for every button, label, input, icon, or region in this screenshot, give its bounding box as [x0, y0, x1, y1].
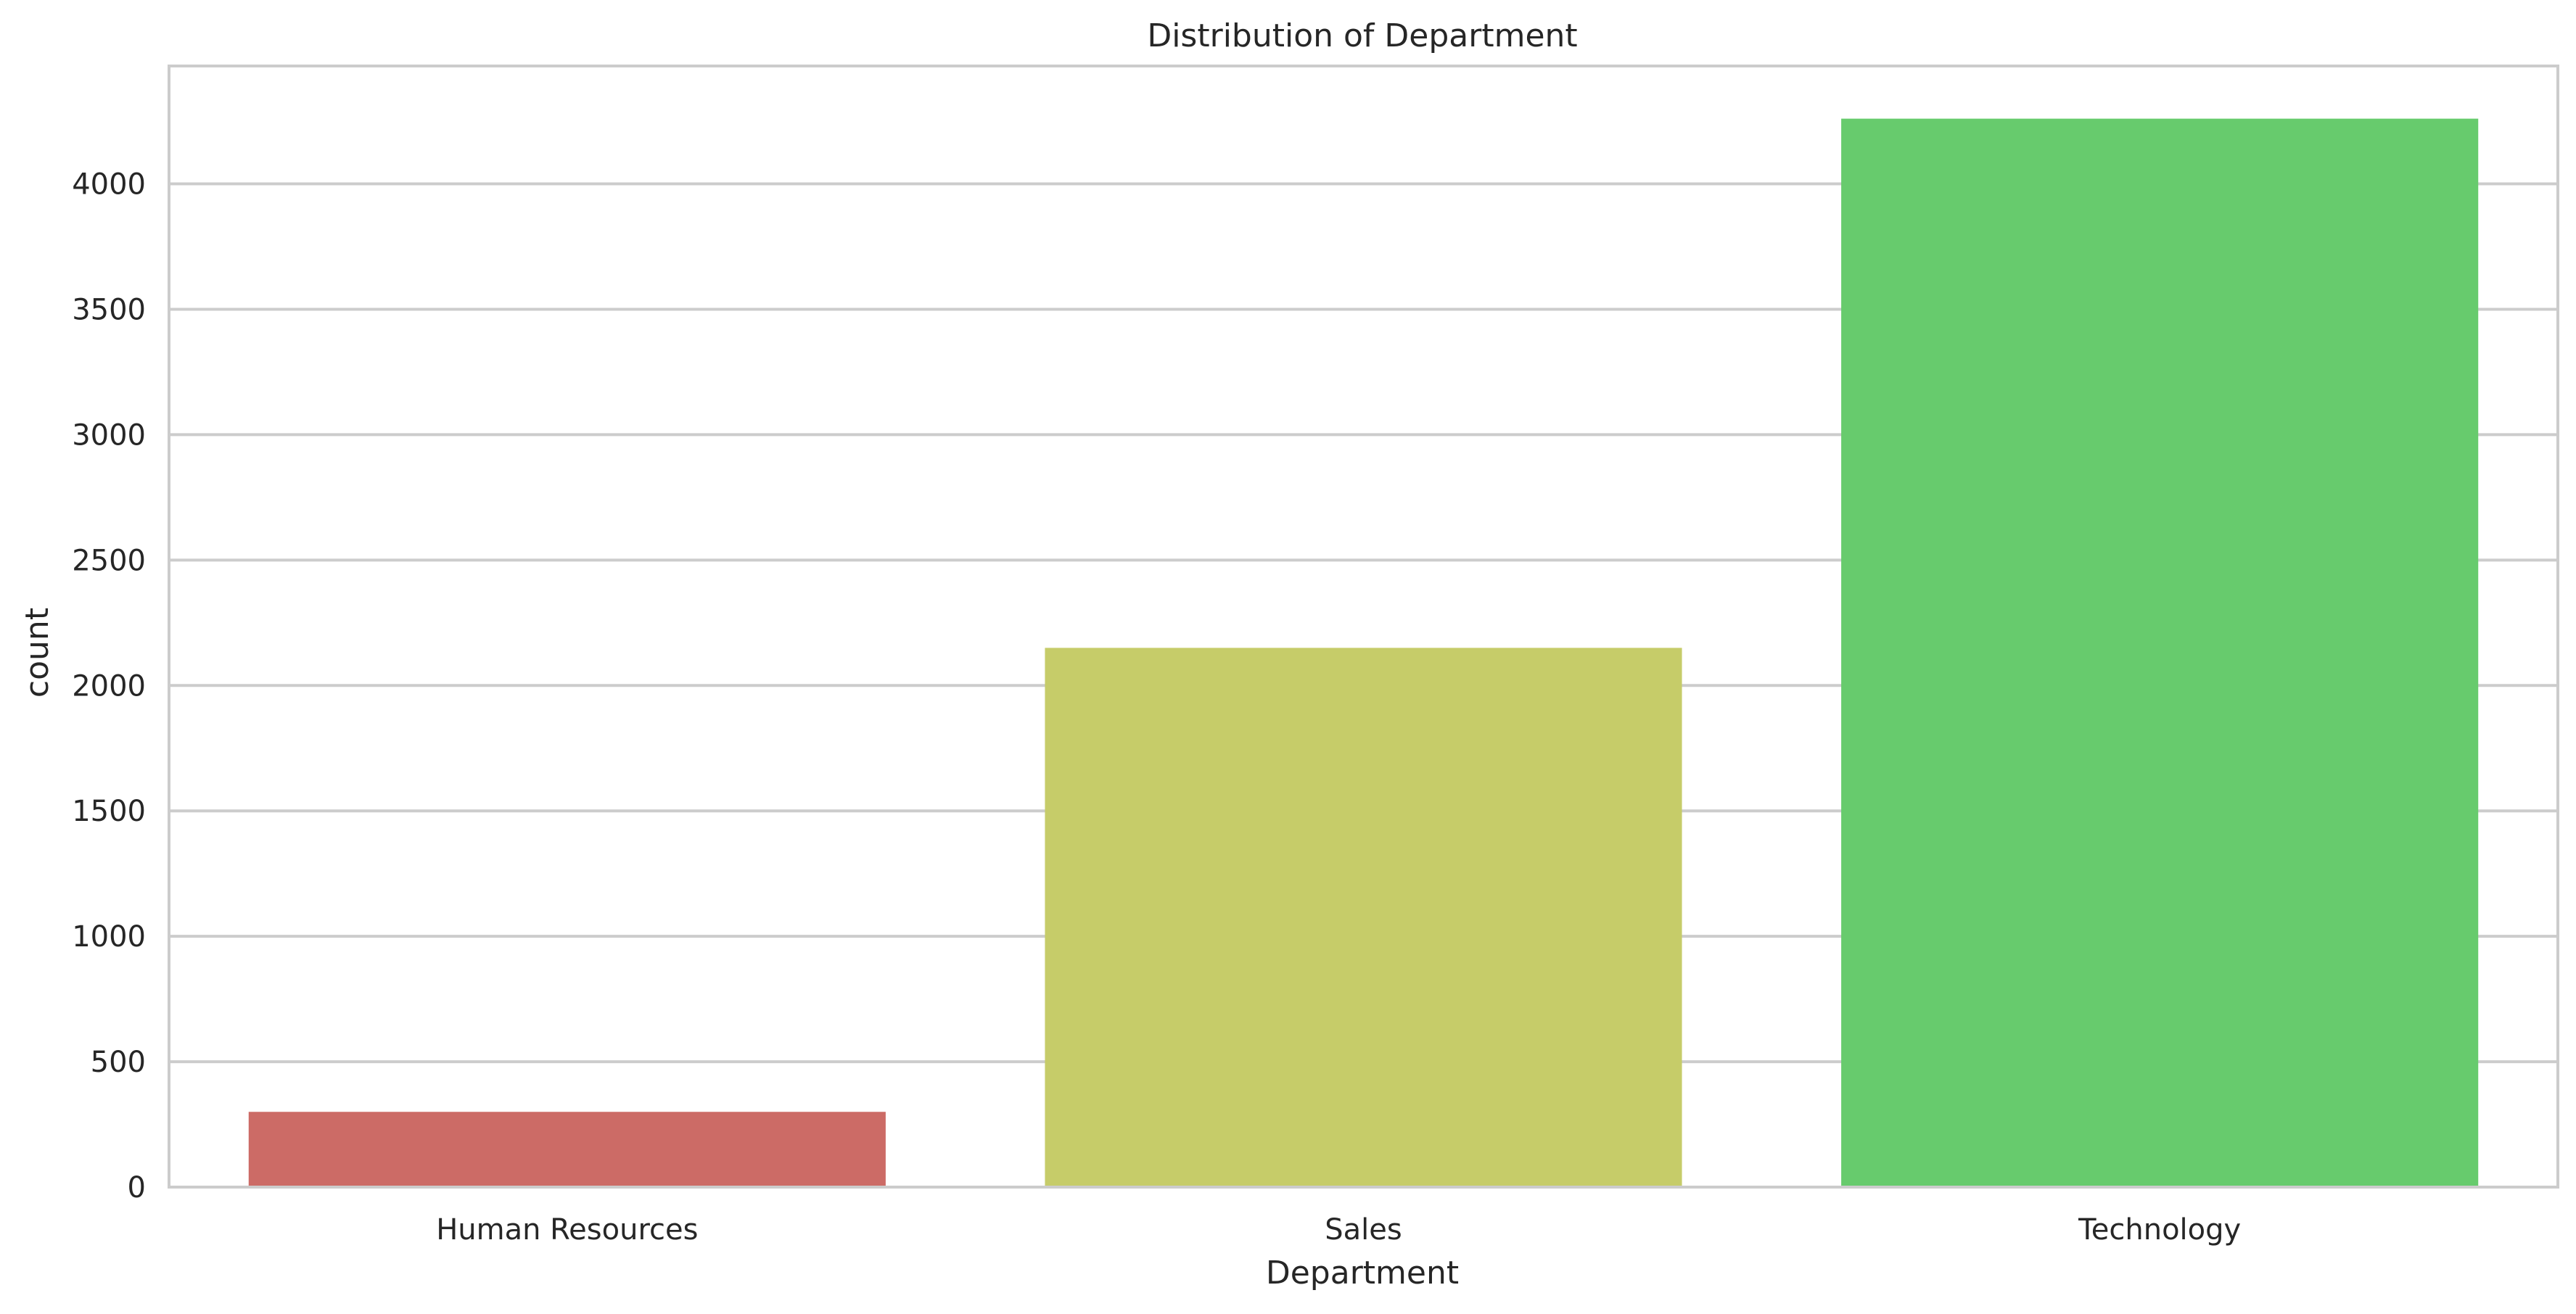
y-tick-label: 0 [128, 1171, 146, 1204]
y-tick-label: 4000 [72, 168, 146, 202]
y-tick-label: 2000 [72, 669, 146, 703]
y-tick-label: 1500 [72, 795, 146, 828]
y-tick-label: 500 [91, 1046, 146, 1079]
chart-title: Distribution of Department [1147, 17, 1577, 54]
bar-technology [1841, 118, 2479, 1188]
plot-frame [168, 65, 2559, 1189]
y-tick-label: 2500 [72, 544, 146, 577]
x-tick-label: Technology [2078, 1213, 2241, 1247]
x-tick-label: Sales [1325, 1213, 1402, 1247]
x-tick-label: Human Resources [436, 1213, 698, 1247]
y-tick-labels: 0 500 1000 1500 2000 2500 3000 3500 4000 [72, 168, 146, 1204]
x-tick-labels: Human Resources Sales Technology [436, 1213, 2241, 1247]
y-tick-label: 3000 [72, 418, 146, 452]
x-axis-label: Department [1266, 1255, 1459, 1292]
y-tick-label: 1000 [72, 920, 146, 954]
bar-sales [1045, 648, 1682, 1187]
y-tick-label: 3500 [72, 293, 146, 326]
bars [248, 118, 2479, 1188]
bar-human-resources [248, 1112, 886, 1187]
y-axis-label: count [19, 608, 56, 698]
